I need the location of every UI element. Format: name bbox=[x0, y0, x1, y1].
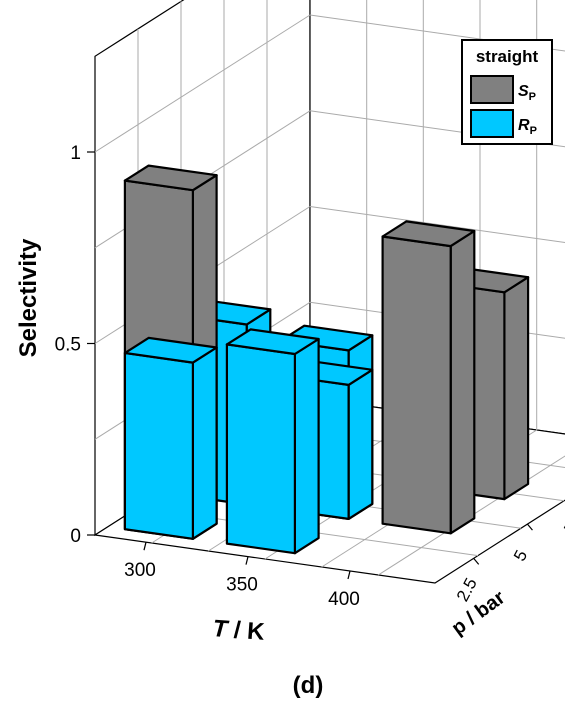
x-tick-mark bbox=[347, 570, 351, 580]
panel-label: (d) bbox=[293, 672, 324, 699]
x-axis-title: T / K bbox=[212, 615, 266, 646]
bar-sp-1 bbox=[381, 220, 476, 535]
bar-side-face bbox=[347, 368, 374, 521]
legend-title: straight bbox=[476, 47, 539, 66]
legend-label-rp-name: R bbox=[518, 117, 530, 134]
bar-side-face bbox=[503, 276, 530, 501]
bar-top-face bbox=[123, 164, 218, 192]
bar-rp-0 bbox=[123, 336, 218, 540]
bar-side-face bbox=[191, 346, 218, 540]
y-tick-label: 1 bbox=[70, 143, 81, 164]
bar-side-face bbox=[293, 337, 320, 555]
z-tick-mark bbox=[473, 557, 480, 565]
bar-top-face bbox=[279, 324, 374, 352]
bars bbox=[123, 164, 530, 555]
bar-front-face bbox=[123, 351, 194, 540]
legend-label-rp: RP bbox=[518, 117, 537, 137]
z-tick-label: 5 bbox=[510, 547, 531, 564]
bar-top-face bbox=[225, 328, 320, 356]
legend-label-sp: SP bbox=[518, 83, 536, 103]
x-axis-title-var: T bbox=[212, 615, 231, 643]
x-tick-mark bbox=[143, 542, 147, 551]
z-tick-mark bbox=[526, 523, 533, 531]
legend-label-sp-name: S bbox=[518, 83, 529, 100]
y-tick-label: 0 bbox=[70, 526, 81, 547]
x-axis-title-unit: / K bbox=[226, 616, 266, 646]
x-tick-label: 300 bbox=[124, 560, 156, 581]
gridline-left-wall bbox=[94, 14, 311, 153]
gridline-floor bbox=[378, 455, 565, 576]
y-axis-title: Selectivity bbox=[15, 238, 42, 357]
z-tick-label: 7.5 bbox=[560, 506, 565, 536]
bar-top-face bbox=[381, 220, 476, 248]
legend-label-sp-sub: P bbox=[529, 91, 536, 103]
x-tick-label: 350 bbox=[226, 575, 258, 596]
legend: straight SP RP bbox=[461, 39, 553, 145]
legend-swatch-rp bbox=[470, 109, 514, 138]
y-tick-label: 0.5 bbox=[55, 335, 81, 356]
bar-side-face bbox=[449, 229, 476, 535]
bar-front-face bbox=[225, 343, 296, 555]
bar-front-face bbox=[381, 235, 452, 535]
bar-rp-3 bbox=[225, 328, 320, 555]
x-tick-mark bbox=[245, 556, 249, 565]
legend-label-rp-sub: P bbox=[530, 125, 537, 137]
bar-top-face bbox=[123, 336, 218, 364]
legend-swatch-sp bbox=[470, 75, 514, 104]
x-tick-label: 400 bbox=[328, 589, 360, 610]
